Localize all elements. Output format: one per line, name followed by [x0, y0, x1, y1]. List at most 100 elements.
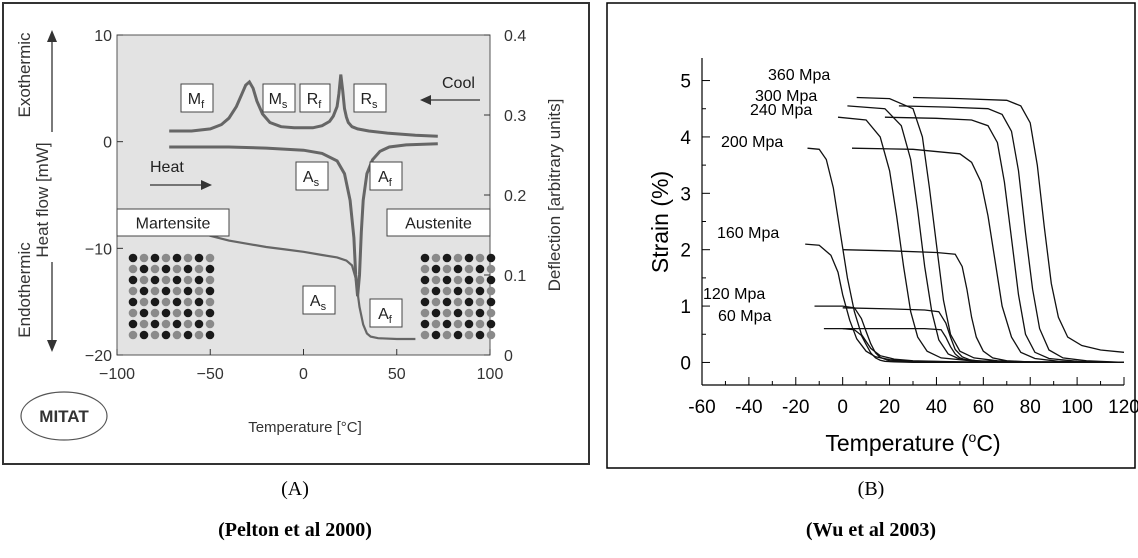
martensite-atom	[172, 297, 182, 307]
austenite-atom	[420, 330, 430, 340]
martensite-atom	[183, 286, 193, 296]
martensite-atom	[205, 275, 215, 285]
austenite-atom	[464, 286, 474, 296]
martensite-atom	[128, 297, 138, 307]
austenite-atom	[464, 330, 474, 340]
a-yl-tick-label: 10	[94, 28, 112, 45]
chart-a-labels: Cool Heat Martensite Austenite Mf Ms Rf Rs As Af A…	[116, 75, 491, 328]
martensite-atom	[194, 297, 204, 307]
a-yl-tick-label: −20	[85, 348, 112, 365]
as-label-2-text: As	[310, 293, 327, 313]
martensite-atom	[194, 264, 204, 274]
austenite-atom	[464, 253, 474, 263]
austenite-atom	[486, 330, 496, 340]
b-x-axis-title: Temperature (oC)	[825, 429, 1000, 456]
austenite-atom	[453, 286, 463, 296]
b-x-tick-label: 80	[1020, 397, 1041, 418]
martensite-box: Martensite	[116, 208, 230, 237]
martensite-atom	[205, 253, 215, 263]
martensite-atom	[150, 308, 160, 318]
ms-label-text: Ms	[269, 91, 288, 111]
martensite-atom	[205, 297, 215, 307]
b-y-tick-label: 4	[680, 128, 691, 149]
martensite-atom	[172, 319, 182, 329]
exothermic-label: Exothermic	[15, 32, 34, 118]
caption-a-source: (Pelton et al 2000)	[218, 519, 372, 541]
af-label-1: Af	[369, 161, 403, 191]
deflection-curve	[196, 229, 416, 341]
b-y-tick-label: 3	[680, 184, 691, 205]
a-x-tick-label: −100	[99, 366, 135, 383]
austenite-atom	[475, 297, 485, 307]
austenite-box-text: Austenite	[405, 216, 472, 233]
af-label-2: Af	[369, 298, 403, 328]
b-series-label: 160 Mpa	[717, 225, 779, 242]
caption-b-letter: (B)	[857, 478, 885, 500]
austenite-atom	[431, 297, 441, 307]
strain-curve	[912, 96, 1125, 353]
austenite-box: Austenite	[386, 208, 491, 237]
martensite-atom	[194, 308, 204, 318]
chart-a: −100 −50 0 50 100100−10−200.40.30.20.10Tempe…	[2, 2, 590, 465]
b-x-tick-label: 40	[926, 397, 947, 418]
a-yl-tick-label: −10	[85, 241, 112, 258]
chart-b-frame	[606, 2, 1136, 469]
martensite-box-box	[116, 208, 230, 237]
austenite-atom	[464, 308, 474, 318]
martensite-atom	[172, 275, 182, 285]
b-y-tick-label: 2	[680, 241, 691, 262]
austenite-atom	[453, 330, 463, 340]
a-yr-tick-label: 0.3	[504, 108, 526, 125]
martensite-atom	[139, 275, 149, 285]
mf-label-text: Mf	[188, 91, 205, 111]
af-label-2-box	[369, 298, 403, 328]
austenite-atom	[442, 297, 452, 307]
as-label-2: As	[302, 285, 336, 315]
martensite-atom	[128, 286, 138, 296]
b-x-tick-label: 100	[1061, 397, 1093, 418]
heat-arrow-head	[201, 180, 212, 190]
martensite-atom	[194, 319, 204, 329]
austenite-atom	[442, 253, 452, 263]
chart-a-curves	[169, 74, 438, 341]
rf-label-box	[299, 83, 331, 113]
cool-label: Cool	[442, 75, 475, 92]
cool-arrow-head	[420, 95, 431, 105]
martensite-atom	[161, 330, 171, 340]
austenite-atom	[420, 319, 430, 329]
martensite-atom	[205, 330, 215, 340]
a-x-tick-label: 0	[299, 366, 308, 383]
austenite-atom	[431, 308, 441, 318]
a-yl-tick-label: 0	[103, 135, 112, 152]
b-y-tick-label: 0	[680, 353, 691, 374]
austenite-atom	[442, 330, 452, 340]
austenite-atom	[453, 319, 463, 329]
martensite-atom	[128, 264, 138, 274]
austenite-atom	[453, 253, 463, 263]
strain-curve	[851, 147, 1125, 364]
martensite-atom	[205, 319, 215, 329]
caption-a-letter: (A)	[281, 478, 309, 500]
austenite-atom	[464, 264, 474, 274]
martensite-atom	[161, 319, 171, 329]
af-label-1-box	[369, 161, 403, 191]
martensite-atom	[161, 297, 171, 307]
chart-a-axes: −100 −50 0 50 100100−10−200.40.30.20.10Tempe…	[15, 28, 564, 436]
austenite-atom	[475, 330, 485, 340]
martensite-atom	[205, 286, 215, 296]
b-x-tick-label: 20	[879, 397, 900, 418]
martensite-atom	[172, 330, 182, 340]
martensite-atom	[128, 330, 138, 340]
austenite-atom	[431, 319, 441, 329]
martensite-atom	[150, 275, 160, 285]
austenite-atom	[486, 319, 496, 329]
b-x-tick-label: 0	[837, 397, 848, 418]
martensite-atom	[194, 330, 204, 340]
strain-curve	[807, 147, 1124, 364]
strain-curve	[842, 249, 1125, 364]
martensite-atom	[183, 308, 193, 318]
ms-label-box	[262, 83, 296, 113]
rs-label-box	[353, 83, 387, 113]
martensite-atom	[172, 264, 182, 274]
